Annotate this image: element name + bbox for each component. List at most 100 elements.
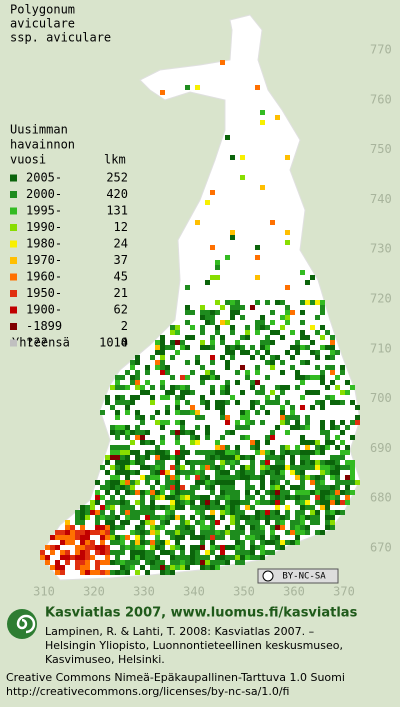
observation-square	[150, 385, 155, 390]
observation-square	[280, 525, 285, 530]
observation-square	[250, 465, 255, 470]
observation-square	[265, 335, 270, 340]
observation-square	[350, 480, 355, 485]
observation-square	[165, 395, 170, 400]
observation-square	[330, 455, 335, 460]
observation-square	[180, 430, 185, 435]
observation-square	[60, 555, 65, 560]
observation-square	[225, 380, 230, 385]
observation-square	[160, 485, 165, 490]
observation-square	[75, 565, 80, 570]
observation-square	[325, 470, 330, 475]
observation-square	[85, 535, 90, 540]
observation-square	[200, 450, 205, 455]
observation-square	[245, 425, 250, 430]
observation-square	[305, 390, 310, 395]
observation-square	[235, 540, 240, 545]
observation-square	[160, 420, 165, 425]
observation-square	[315, 465, 320, 470]
observation-square	[175, 475, 180, 480]
observation-square	[340, 365, 345, 370]
legend-label: ???	[26, 336, 48, 350]
observation-square	[220, 535, 225, 540]
y-grid-label: 720	[370, 292, 392, 306]
observation-square	[50, 550, 55, 555]
observation-square	[250, 485, 255, 490]
legend-swatch	[10, 257, 17, 264]
observation-square	[105, 455, 110, 460]
observation-square	[295, 420, 300, 425]
observation-square	[165, 475, 170, 480]
observation-square	[120, 455, 125, 460]
observation-square	[160, 545, 165, 550]
observation-square	[200, 475, 205, 480]
observation-square	[260, 325, 265, 330]
observation-square	[295, 515, 300, 520]
observation-square	[240, 410, 245, 415]
observation-square	[210, 310, 215, 315]
observation-square	[175, 530, 180, 535]
observation-square	[175, 385, 180, 390]
observation-square	[190, 405, 195, 410]
observation-square	[150, 505, 155, 510]
observation-square	[260, 540, 265, 545]
observation-square	[175, 485, 180, 490]
observation-square	[270, 455, 275, 460]
observation-square	[255, 380, 260, 385]
observation-square	[210, 465, 215, 470]
observation-square	[220, 445, 225, 450]
observation-square	[145, 520, 150, 525]
observation-square	[260, 525, 265, 530]
observation-square	[270, 400, 275, 405]
observation-square	[110, 475, 115, 480]
observation-square	[305, 450, 310, 455]
observation-square	[180, 500, 185, 505]
observation-square	[190, 470, 195, 475]
observation-square	[140, 525, 145, 530]
observation-square	[220, 320, 225, 325]
observation-square	[325, 430, 330, 435]
observation-square	[60, 530, 65, 535]
observation-square	[275, 300, 280, 305]
observation-square	[175, 400, 180, 405]
observation-square	[90, 505, 95, 510]
observation-square	[240, 510, 245, 515]
observation-square	[140, 430, 145, 435]
observation-square	[190, 505, 195, 510]
observation-square	[200, 520, 205, 525]
observation-square	[170, 565, 175, 570]
observation-square	[115, 425, 120, 430]
observation-square	[100, 465, 105, 470]
observation-square	[130, 565, 135, 570]
observation-square	[130, 515, 135, 520]
observation-square	[145, 365, 150, 370]
observation-square	[255, 410, 260, 415]
observation-square	[280, 465, 285, 470]
observation-square	[65, 540, 70, 545]
observation-square	[135, 480, 140, 485]
observation-square	[210, 520, 215, 525]
observation-square	[315, 520, 320, 525]
observation-square	[200, 565, 205, 570]
observation-square	[235, 505, 240, 510]
observation-square	[180, 450, 185, 455]
observation-square	[50, 545, 55, 550]
observation-square	[295, 525, 300, 530]
observation-square	[145, 455, 150, 460]
license-text: Creative Commons Nimeä-Epäkaupallinen-Ta…	[6, 671, 345, 684]
observation-square	[165, 365, 170, 370]
observation-square	[115, 445, 120, 450]
observation-square	[220, 385, 225, 390]
observation-square	[175, 420, 180, 425]
observation-square	[155, 360, 160, 365]
observation-square	[175, 430, 180, 435]
observation-square	[260, 465, 265, 470]
observation-square	[330, 440, 335, 445]
observation-square	[230, 310, 235, 315]
observation-square	[245, 515, 250, 520]
observation-square	[170, 510, 175, 515]
observation-square	[345, 500, 350, 505]
observation-square	[150, 465, 155, 470]
observation-square	[55, 545, 60, 550]
observation-square	[260, 475, 265, 480]
